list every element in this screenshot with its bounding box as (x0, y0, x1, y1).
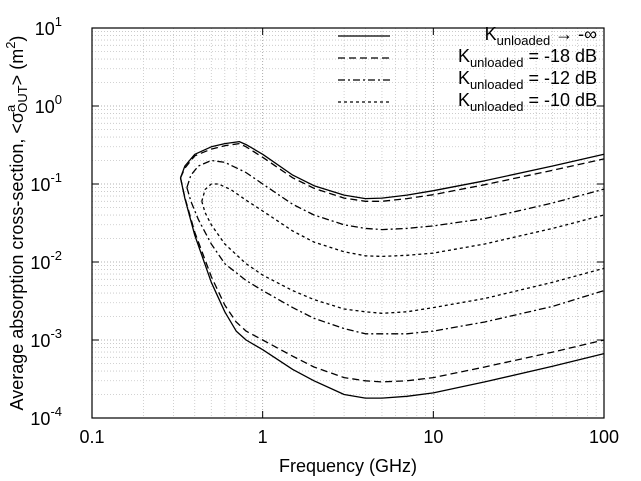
y-axis-label-prefix: Average absorption cross-section, < (7, 123, 27, 410)
x-tick-label: 100 (589, 427, 619, 447)
series-4-line-2 (201, 201, 605, 314)
x-tick-label: 10 (423, 427, 443, 447)
y-tick-exponent: -4 (50, 404, 62, 419)
y-tick-label: 10-1 (30, 170, 62, 195)
series-3-line-2 (186, 187, 605, 335)
legend-label-main: K (458, 68, 470, 88)
y-tick-exponent: -1 (50, 170, 62, 185)
plot-frame (91, 27, 605, 419)
legend-label-sub: unloaded (470, 99, 524, 114)
y-tick-exponent: -3 (50, 326, 62, 341)
y-tick-label: 10-4 (30, 404, 62, 429)
y-axis-label-subscript: OUT (15, 85, 30, 113)
y-tick-exponent: 0 (55, 92, 62, 107)
legend-label-main: K (485, 24, 497, 44)
legend-label-1: Kunloaded → -∞ (485, 24, 598, 48)
legend: Kunloaded → -∞Kunloaded = -18 dBKunloade… (338, 24, 597, 114)
series-lines (179, 140, 605, 399)
series-4-line-1 (201, 183, 605, 258)
legend-label-3: Kunloaded = -12 dB (458, 68, 597, 92)
y-tick-label: 100 (35, 92, 62, 117)
legend-label-4: Kunloaded = -10 dB (458, 90, 597, 114)
series-2-line-2 (179, 177, 605, 383)
x-axis-label: Frequency (GHz) (279, 456, 417, 476)
series-1-line-2 (179, 177, 605, 399)
y-tick-exponent: 1 (55, 14, 62, 29)
legend-label-sub: unloaded (470, 55, 524, 70)
y-axis-label-close: ) (7, 36, 27, 42)
legend-label-main: K (458, 90, 470, 110)
y-axis-label-power: 2 (3, 42, 18, 49)
legend-label-sub: unloaded (470, 77, 524, 92)
series-3-line-1 (186, 159, 605, 231)
y-axis-label-suffix: > (m (7, 49, 27, 86)
legend-label-rest: = -18 dB (523, 46, 597, 66)
legend-label-rest: = -12 dB (523, 68, 597, 88)
legend-label-rest: → -∞ (550, 24, 597, 44)
legend-label-sub: unloaded (497, 33, 551, 48)
y-axis-label-superscript: a (3, 104, 18, 112)
x-tick-label: 0.1 (79, 427, 104, 447)
y-axis-label: Average absorption cross-section, <σaOUT… (3, 36, 30, 411)
series-1-line-1 (179, 140, 605, 200)
legend-label-2: Kunloaded = -18 dB (458, 46, 597, 70)
y-axis-label-sigma: σ (7, 112, 27, 123)
x-tick-label: 1 (258, 427, 268, 447)
series-2-line-1 (179, 142, 605, 202)
y-tick-exponent: -2 (50, 248, 62, 263)
y-tick-label: 101 (35, 14, 62, 39)
legend-label-main: K (458, 46, 470, 66)
legend-label-rest: = -10 dB (523, 90, 597, 110)
y-tick-label: 10-3 (30, 326, 62, 351)
y-tick-label: 10-2 (30, 248, 62, 273)
x-axis-ticks: 0.1 1 10 100 (79, 28, 619, 447)
